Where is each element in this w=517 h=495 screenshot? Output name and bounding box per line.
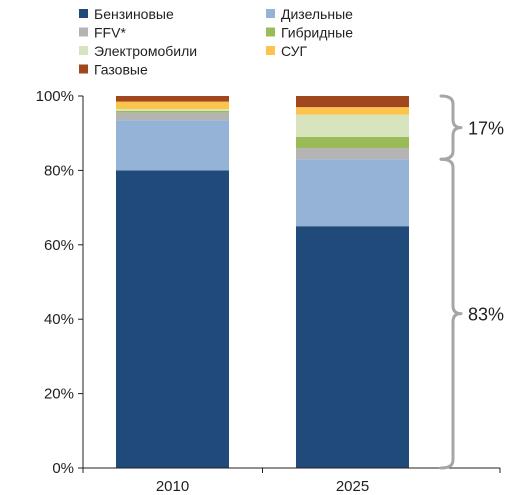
bar-segment [116, 96, 229, 102]
legend-label: Газовые [94, 62, 148, 78]
share-braces: 17% 83% [439, 94, 504, 470]
bar-segment [116, 110, 229, 113]
legend-item: Бензиновые [79, 6, 174, 22]
curly-brace [439, 157, 463, 470]
legend-item: Электромобили [79, 43, 197, 59]
y-tick-label: 0% [52, 460, 74, 477]
bar-segment [116, 112, 229, 121]
legend-swatch [79, 9, 88, 18]
bar-segment [296, 107, 409, 115]
legend-swatch [79, 46, 88, 55]
legend-label: Электромобили [94, 43, 197, 59]
legend-label: СУГ [281, 43, 308, 59]
bar-segment [296, 159, 409, 227]
legend-item: Гибридные [266, 25, 353, 41]
x-tick-label: 2010 [156, 478, 189, 495]
y-tick-label: 40% [44, 311, 74, 328]
bar-segment [296, 114, 409, 137]
legend-swatch [266, 9, 275, 18]
y-tick-label: 60% [44, 237, 74, 254]
chart-axes: 0% 20% 40% 60% 80% 100% 2010 2025 [36, 88, 501, 495]
bar-segment [296, 226, 409, 468]
bar-segment [296, 136, 409, 149]
legend-label: Гибридные [281, 25, 353, 41]
bar-segment [116, 101, 229, 110]
brace-label: 17% [468, 119, 504, 139]
chart-legend: Бензиновые Дизельные FFV* Гибридные Электром… [79, 6, 353, 78]
legend-label: Бензиновые [94, 6, 174, 22]
bar-segment [116, 109, 229, 111]
legend-swatch [266, 46, 275, 55]
x-tick-label: 2025 [336, 478, 369, 495]
legend-swatch [79, 64, 88, 74]
legend-item: Дизельные [266, 6, 353, 22]
legend-item: СУГ [266, 43, 308, 59]
legend-swatch [266, 27, 275, 37]
bar-stack-2010 [116, 96, 229, 468]
legend-label: Дизельные [281, 6, 353, 22]
bar-segment [116, 120, 229, 171]
curly-brace [439, 94, 463, 161]
brace-label: 83% [468, 305, 504, 325]
y-tick-label: 100% [36, 88, 74, 105]
legend-swatch [79, 27, 88, 37]
bar-segment [116, 170, 229, 468]
y-tick-label: 20% [44, 386, 74, 403]
legend-item: FFV* [79, 25, 126, 41]
y-tick-label: 80% [44, 162, 74, 179]
bar-segment [296, 96, 409, 108]
legend-item: Газовые [79, 62, 148, 78]
bar-stacks [116, 96, 409, 468]
bar-segment [296, 148, 409, 160]
bar-stack-2025 [296, 96, 409, 468]
legend-label: FFV* [94, 25, 126, 41]
